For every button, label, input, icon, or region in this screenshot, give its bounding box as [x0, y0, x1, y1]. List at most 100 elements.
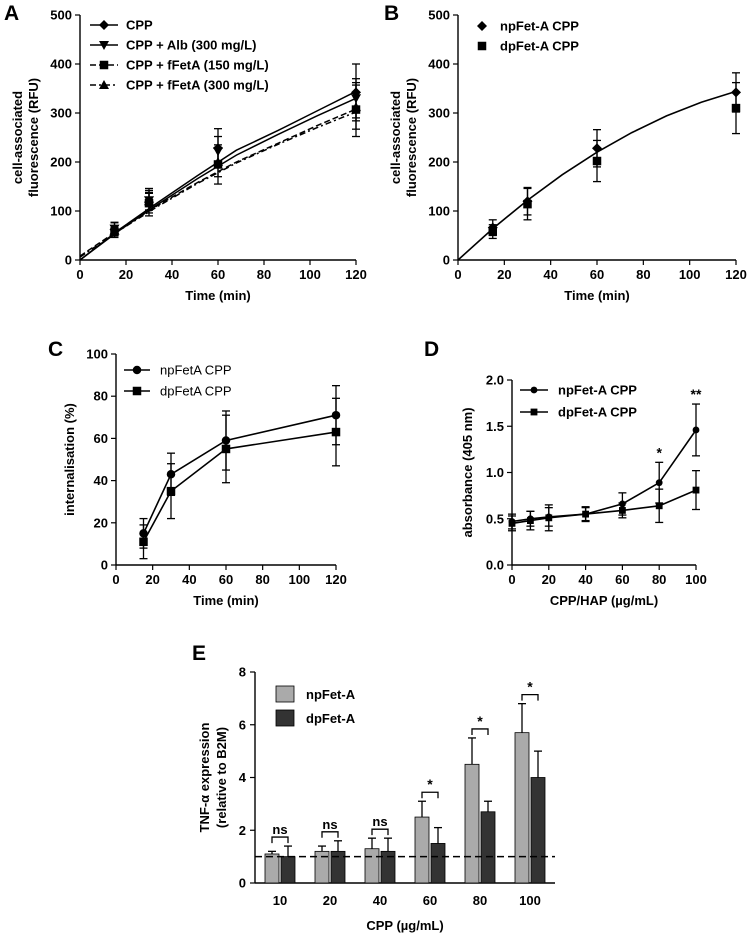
x-tick-label: 60 [615, 572, 629, 587]
panel-letter-e: E [192, 642, 206, 665]
x-tick-label: 0 [454, 267, 461, 282]
y-tick-label: 0 [101, 558, 108, 573]
series-0-line [511, 429, 697, 523]
x-tick-label: 20 [119, 267, 133, 282]
y-axis-title: TNF-α expression (relative to B2M) [197, 723, 229, 833]
significance-bracket [421, 791, 439, 799]
panel-d-chart: 0 20 40 60 80 100 0.0 0.5 1.0 1.5 2.0 CPP/HAP (µg/m… [460, 373, 707, 609]
significance-bracket [271, 836, 289, 844]
x-tick-label: 80 [636, 267, 650, 282]
x-tick-label: 0 [76, 267, 83, 282]
y-tick-label: 20 [94, 515, 108, 530]
legend-swatch [275, 685, 295, 703]
x-tick-label: 100 [288, 572, 310, 587]
y-axis-title-line: (relative to B2M) [214, 727, 229, 828]
y-tick-label: 300 [50, 106, 72, 121]
series-1-point [523, 199, 532, 209]
x-tick-label: 80 [473, 893, 487, 908]
series-1-point [488, 227, 497, 236]
series-1-bar [530, 777, 546, 884]
series-1-bar [280, 856, 296, 884]
x-axis-title: Time (min) [564, 288, 630, 303]
panel-letter-b: B [384, 2, 399, 25]
legend-label: CPP + Alb (300 mg/L) [126, 38, 256, 53]
y-axis-title-line: cell-associated [10, 91, 25, 184]
y-tick-label: 0.0 [486, 558, 504, 573]
significance-label: * [477, 713, 483, 729]
series-1-point [166, 486, 176, 496]
y-axis-title-line: cell-associated [388, 91, 403, 184]
significance-mark: ** [691, 386, 702, 402]
legend-label: dpFetA CPP [160, 384, 232, 399]
x-tick-label: 40 [543, 267, 557, 282]
panel-b-chart: 0 20 40 60 80 100 120 0 100 200 300 400 500 Time (min… [388, 8, 747, 304]
y-axis-title: absorbance (405 nm) [460, 407, 475, 537]
legend-marker [99, 80, 109, 89]
x-tick-label: 40 [182, 572, 196, 587]
significance-label: ns [372, 814, 387, 829]
series-0-point [655, 479, 663, 487]
legend-marker [132, 386, 142, 396]
x-tick-label: 60 [590, 267, 604, 282]
x-axis-title: Time (min) [193, 593, 259, 608]
x-tick-label: 80 [257, 267, 271, 282]
series-1-point [619, 507, 626, 514]
legend-label: dpFet-A CPP [558, 405, 637, 420]
legend-label: dpFet-A CPP [500, 39, 579, 54]
y-tick-label: 300 [428, 106, 450, 121]
legend-marker [477, 21, 487, 31]
series-1-point [139, 537, 148, 547]
x-tick-label: 20 [323, 893, 337, 908]
legend-label: CPP + fFetA (300 mg/L) [126, 78, 269, 93]
y-tick-label: 0.5 [486, 511, 504, 526]
panel-letter-a: A [4, 2, 19, 25]
y-tick-label: 400 [50, 57, 72, 72]
panel-letter-c: C [48, 338, 63, 361]
y-tick-label: 0 [239, 876, 246, 891]
x-tick-label: 100 [299, 267, 321, 282]
series-1-point [655, 502, 663, 510]
x-tick-label: 60 [423, 893, 437, 908]
y-tick-label: 100 [428, 204, 450, 219]
y-axis-title-line: fluorescence (RFU) [404, 78, 419, 197]
significance-label: ns [272, 822, 287, 837]
series-1-line [511, 489, 697, 525]
legend-marker [99, 60, 109, 70]
x-tick-label: 120 [345, 267, 367, 282]
y-axis-title-line: TNF-α expression [197, 723, 212, 833]
series-1-point [731, 103, 741, 113]
y-tick-label: 6 [239, 717, 246, 732]
series-1-point [545, 514, 553, 522]
legend-label: npFet-A [306, 687, 356, 702]
y-tick-label: 200 [50, 155, 72, 170]
legend-label: dpFet-A [306, 711, 356, 726]
y-tick-label: 40 [94, 473, 108, 488]
panel-e-chart: 0 2 4 6 8 TNF-α expression (relative to B2M) CP… [197, 665, 555, 933]
series-1-point [221, 444, 231, 454]
legend-swatch [275, 709, 295, 727]
x-tick-label: 20 [145, 572, 159, 587]
panel-c-chart: 0 20 40 60 80 100 120 0 20 40 60 80 100 Time (min) int… [62, 347, 347, 609]
legend-label: CPP + fFetA (150 mg/L) [126, 58, 269, 73]
y-tick-label: 60 [94, 431, 108, 446]
x-tick-label: 100 [685, 572, 707, 587]
panel-a-chart: 0 20 40 60 80 100 120 0 100 200 300 400 500 Time (min… [10, 8, 367, 304]
y-axis-title: cell-associatedfluorescence (RFU) [10, 78, 41, 197]
y-axis-title-line: fluorescence (RFU) [26, 78, 41, 197]
y-tick-label: 2 [239, 823, 246, 838]
x-tick-label: 120 [325, 572, 347, 587]
series-2-fit-line [79, 108, 357, 257]
series-1-bar [430, 843, 446, 884]
significance-mark: * [656, 444, 662, 460]
significance-bracket [521, 694, 539, 701]
x-tick-label: 100 [679, 267, 701, 282]
y-axis-title-line: absorbance (405 nm) [460, 407, 475, 537]
x-tick-label: 20 [542, 572, 556, 587]
significance-label: ns [322, 817, 337, 832]
y-tick-label: 200 [428, 155, 450, 170]
series-0-bar [464, 763, 480, 884]
legend-label: npFet-A CPP [558, 383, 637, 398]
series-1-bar [480, 811, 496, 884]
legend-marker [477, 41, 487, 51]
legend-marker [530, 408, 538, 416]
